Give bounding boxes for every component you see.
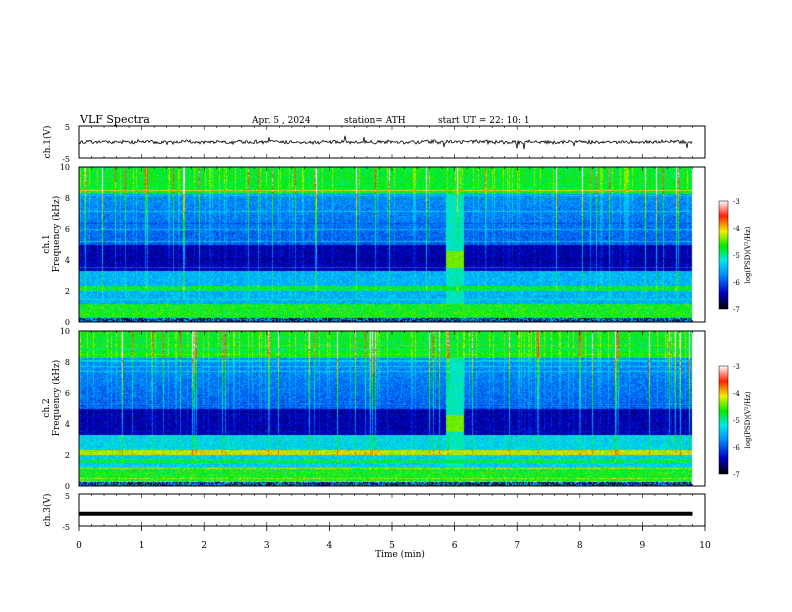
- ch2-spectrogram-panel: 0 2 4 6 8 10 ch.2 Frequency (kHz): [42, 327, 706, 491]
- time-tick-label-9: 9: [640, 541, 646, 551]
- ch1-waveform-ylabel: ch.1(V): [42, 126, 53, 159]
- ch1-colorbar-tick-m6: -6: [733, 279, 740, 287]
- ch2-freq-tick-4: 4: [65, 420, 70, 429]
- ch1-spectrogram-ylabel-frequency: Frequency (kHz): [51, 196, 62, 273]
- ch2-colorbar-tick-m6: -6: [733, 444, 740, 452]
- ch1-spectrogram-panel: 0 2 4 6 8 10 ch.1 Frequency (kHz): [42, 163, 706, 327]
- ch2-freq-tick-10: 10: [60, 327, 70, 336]
- ch2-freq-tick-2: 2: [65, 451, 70, 460]
- ch3-ytick-bottom: -5: [62, 523, 70, 532]
- ch1-waveform-panel: 5 -5 ch.1(V): [42, 123, 706, 164]
- time-tick-label-10: 10: [699, 541, 711, 551]
- ch2-colorbar: -3 -4 -5 -6 -7 log(PSD)(V²/Hz): [718, 363, 752, 479]
- time-tick-label-6: 6: [452, 541, 458, 551]
- ch1-colorbar-tick-m4: -4: [733, 225, 740, 233]
- ch1-spectrogram-image: [79, 167, 705, 322]
- figure-header: VLF Spectra Apr. 5 , 2024 station= ATH s…: [79, 113, 530, 126]
- ch2-colorbar-tick-m5: -5: [733, 417, 740, 425]
- ch1-freq-tick-0: 0: [65, 318, 70, 327]
- ch2-colorbar-tick-m7: -7: [733, 471, 740, 479]
- ch1-waveform-ticks: [78, 126, 706, 158]
- figure-title: VLF Spectra: [79, 113, 150, 126]
- ch2-colorbar-label: log(PSD)(V²/Hz): [744, 391, 752, 448]
- observation-date: Apr. 5 , 2024: [251, 116, 311, 126]
- ch1-waveform-trace: [78, 135, 693, 150]
- ch1-waveform-frame: [78, 125, 706, 159]
- ch1-freq-tick-10: 10: [60, 163, 70, 172]
- time-axis-label: Time (min): [375, 549, 425, 560]
- ch3-waveform-ticks: [78, 494, 706, 526]
- ch1-colorbar-label: log(PSD)(V²/Hz): [744, 226, 752, 283]
- time-tick-label-1: 1: [139, 541, 145, 551]
- ch3-waveform-ylabel: ch.3(V): [42, 494, 53, 527]
- ch1-spectrogram-ylabel-channel: ch.1: [42, 234, 52, 253]
- time-tick-label-4: 4: [327, 541, 333, 551]
- ch2-spectrogram-ticks: [78, 331, 706, 486]
- ch2-colorbar-scale: [718, 365, 729, 475]
- time-tick-label-5: 5: [389, 541, 395, 551]
- ch2-freq-tick-6: 6: [65, 389, 70, 398]
- ch1-ytick-bottom: -5: [62, 155, 70, 164]
- ch1-freq-tick-8: 8: [65, 194, 70, 203]
- time-tick-label-8: 8: [577, 541, 583, 551]
- ch1-colorbar-scale: [718, 200, 729, 310]
- ch1-freq-tick-4: 4: [65, 256, 70, 265]
- ch2-spectrogram-ylabel-frequency: Frequency (kHz): [51, 360, 62, 437]
- ch1-freq-tick-2: 2: [65, 287, 70, 296]
- ch2-spectrogram-image: [79, 331, 705, 486]
- station-name: station= ATH: [344, 116, 406, 126]
- ch1-colorbar: -3 -4 -5 -6 -7 log(PSD)(V²/Hz): [718, 198, 752, 314]
- ch2-freq-tick-0: 0: [65, 482, 70, 491]
- ch1-spectrogram-ticks: [78, 167, 706, 322]
- start-time: start UT = 22: 10: 1: [438, 116, 530, 126]
- time-tick-label-0: 0: [76, 541, 82, 551]
- ch1-colorbar-tick-m3: -3: [733, 198, 740, 206]
- ch2-freq-tick-8: 8: [65, 358, 70, 367]
- time-tick-label-7: 7: [514, 541, 520, 551]
- ch3-waveform-frame: [78, 493, 706, 527]
- ch1-colorbar-tick-m5: -5: [733, 252, 740, 260]
- ch2-colorbar-tick-m4: -4: [733, 390, 740, 398]
- ch1-ytick-top: 5: [65, 123, 70, 132]
- ch1-freq-tick-6: 6: [65, 225, 70, 234]
- ch1-colorbar-tick-m7: -7: [733, 306, 740, 314]
- time-tick-label-2: 2: [201, 541, 207, 551]
- ch2-spectrogram-ylabel-channel: ch.2: [42, 398, 52, 417]
- ch3-ytick-top: 5: [65, 492, 70, 501]
- ch2-colorbar-tick-m3: -3: [733, 363, 740, 371]
- time-tick-label-3: 3: [264, 541, 270, 551]
- time-axis: 0 1 2 3 4 5 6 7 8 9 10: [76, 526, 711, 551]
